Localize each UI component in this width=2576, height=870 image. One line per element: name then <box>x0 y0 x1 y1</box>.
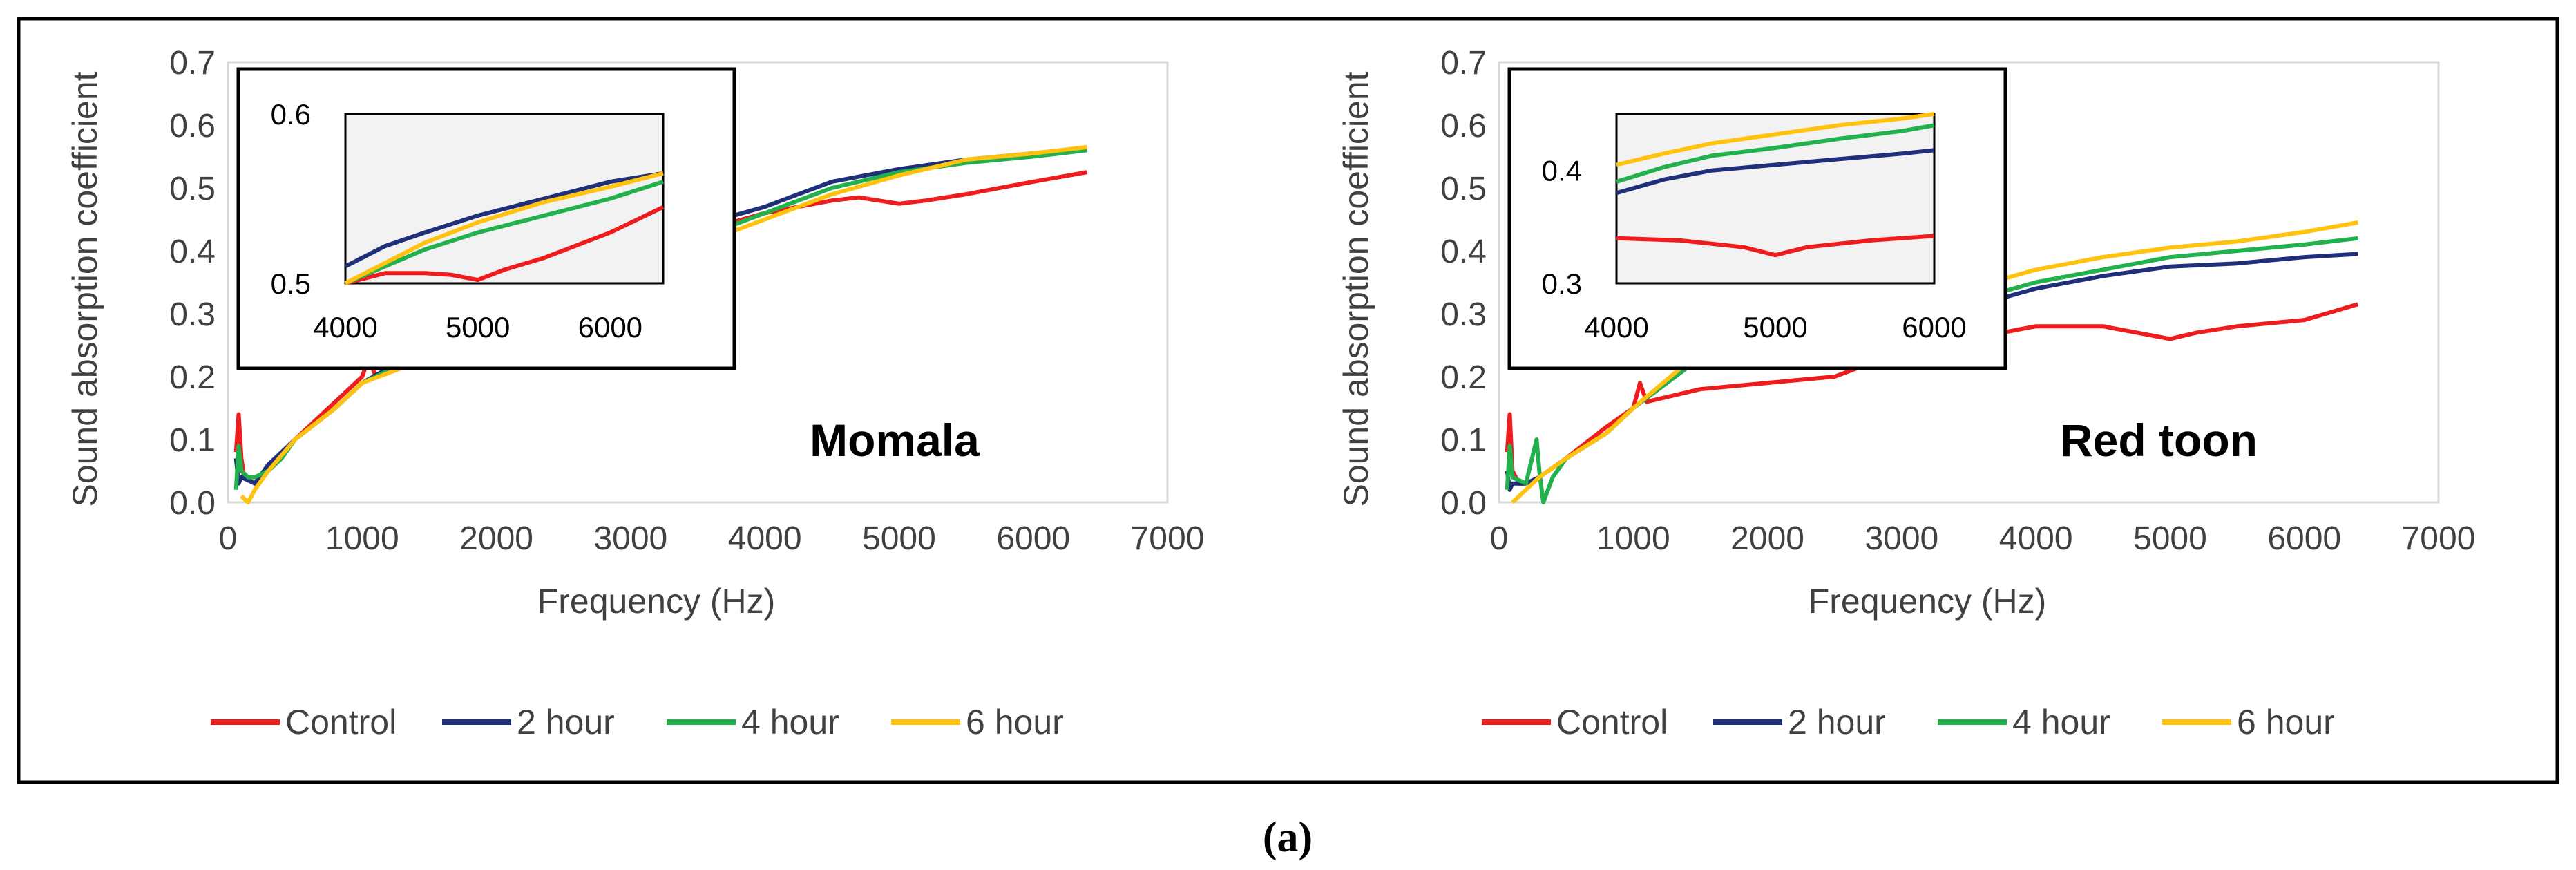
legend-label: 4 hour <box>741 703 839 741</box>
legend-item-4-hour: 4 hour <box>1938 703 2110 741</box>
y-tick-label: 0.5 <box>169 171 216 207</box>
legend-label: 6 hour <box>2237 703 2335 741</box>
x-axis-label: Frequency (Hz) <box>537 582 776 621</box>
x-tick-label: 1000 <box>1596 520 1670 557</box>
y-tick-label: 0.6 <box>1440 108 1487 144</box>
y-tick-label: 0.3 <box>169 296 216 333</box>
inset: 0.3 0.4 4000 5000 6000 <box>1507 67 2007 370</box>
legend-label: 2 hour <box>517 703 615 741</box>
x-tick-label: 4000 <box>1999 520 2073 557</box>
figure-caption: (a) <box>1263 814 1313 861</box>
x-tick-label: 3000 <box>593 520 667 557</box>
y-tick-label: 0.4 <box>1440 234 1487 270</box>
x-tick-label: 1000 <box>325 520 399 557</box>
x-tick-label: 7000 <box>1131 520 1205 557</box>
legend-label: 4 hour <box>2012 703 2110 741</box>
series-line-4-hour <box>1505 236 2358 504</box>
y-tick-label: 0.1 <box>169 422 216 459</box>
y-tick-label: 0.6 <box>169 108 216 144</box>
x-tick-label: 3000 <box>1864 520 1938 557</box>
chart-title: Red toon <box>2060 415 2258 466</box>
inset-series-line-2-hour <box>344 171 664 269</box>
legend-item-control: Control <box>211 703 397 741</box>
legend-item-control: Control <box>1482 703 1668 741</box>
y-tick-label: 0.3 <box>1440 296 1487 333</box>
x-axis-label: Frequency (Hz) <box>1809 582 2047 621</box>
legend-item-4-hour: 4 hour <box>667 703 839 741</box>
legend: Control 2 hour 4 hour 6 hour <box>1482 703 2335 741</box>
inset-series-line-4-hour <box>1616 123 1935 184</box>
inset-series-line-6-hour <box>344 171 664 285</box>
x-tick-label: 6000 <box>2267 520 2341 557</box>
inset-series-line-4-hour <box>344 180 664 285</box>
y-tick-label: 0.5 <box>1440 171 1487 207</box>
panel-red-toon: 0.0 0.1 0.2 0.3 0.4 0.5 0.6 0.7 0 1000 2000 3000 400… <box>1337 45 2475 741</box>
legend-label: 2 hour <box>1788 703 1886 741</box>
chart-title: Momala <box>810 415 980 466</box>
inset-x-tick-label: 4000 <box>1584 311 1648 343</box>
y-axis-label: Sound absorption coefficient <box>66 71 104 507</box>
x-tick-label: 0 <box>1490 520 1509 557</box>
inset-x-tick-label: 4000 <box>313 311 377 343</box>
inset-series-line-control <box>345 205 665 285</box>
x-tick-label: 7000 <box>2402 520 2476 557</box>
legend-item-6-hour: 6 hour <box>2162 703 2335 741</box>
y-tick-label: 0.4 <box>169 234 216 270</box>
plot-area <box>1498 61 2440 504</box>
inset-plot-area <box>1615 113 1936 285</box>
y-axis-label: Sound absorption coefficient <box>1337 71 1375 507</box>
y-tick-label: 0.0 <box>1440 485 1487 522</box>
inset: 0.5 0.6 4000 5000 6000 <box>236 67 736 370</box>
inset-series-line-2-hour <box>1616 148 1935 196</box>
inset-y-tick-label: 0.5 <box>271 267 311 300</box>
inset-y-tick-label: 0.6 <box>271 98 311 131</box>
legend-item-2-hour: 2 hour <box>1713 703 1886 741</box>
x-tick-label: 6000 <box>996 520 1070 557</box>
plot-area <box>227 61 1169 504</box>
inset-y-tick-label: 0.4 <box>1542 155 1582 187</box>
inset-x-tick-label: 5000 <box>1743 311 1807 343</box>
y-tick-label: 0.7 <box>1440 45 1487 82</box>
panel-momala: 0.0 0.1 0.2 0.3 0.4 0.5 0.6 0.7 0 1000 2000 3000 400… <box>66 45 1204 741</box>
legend-label: 6 hour <box>966 703 1064 741</box>
legend-item-6-hour: 6 hour <box>891 703 1064 741</box>
inset-x-tick-label: 5000 <box>446 311 510 343</box>
inset-x-tick-label: 6000 <box>578 311 642 343</box>
y-tick-label: 0.2 <box>169 359 216 396</box>
inset-series-line-control <box>1616 234 1935 258</box>
y-tick-label: 0.7 <box>169 45 216 82</box>
inset-series-line-6-hour <box>1616 112 1935 167</box>
legend-label: Control <box>1556 703 1668 741</box>
legend-label: Control <box>285 703 397 741</box>
x-tick-label: 5000 <box>2133 520 2207 557</box>
x-tick-label: 2000 <box>459 520 533 557</box>
y-tick-label: 0.1 <box>1440 422 1487 459</box>
x-tick-label: 0 <box>219 520 238 557</box>
inset-x-tick-label: 6000 <box>1902 311 1966 343</box>
x-tick-label: 4000 <box>728 520 802 557</box>
x-tick-label: 2000 <box>1730 520 1804 557</box>
legend-item-2-hour: 2 hour <box>442 703 615 741</box>
y-tick-label: 0.0 <box>169 485 216 522</box>
inset-y-tick-label: 0.3 <box>1542 267 1582 300</box>
x-tick-label: 5000 <box>862 520 936 557</box>
y-tick-label: 0.2 <box>1440 359 1487 396</box>
legend: Control 2 hour 4 hour 6 hour <box>211 703 1064 741</box>
